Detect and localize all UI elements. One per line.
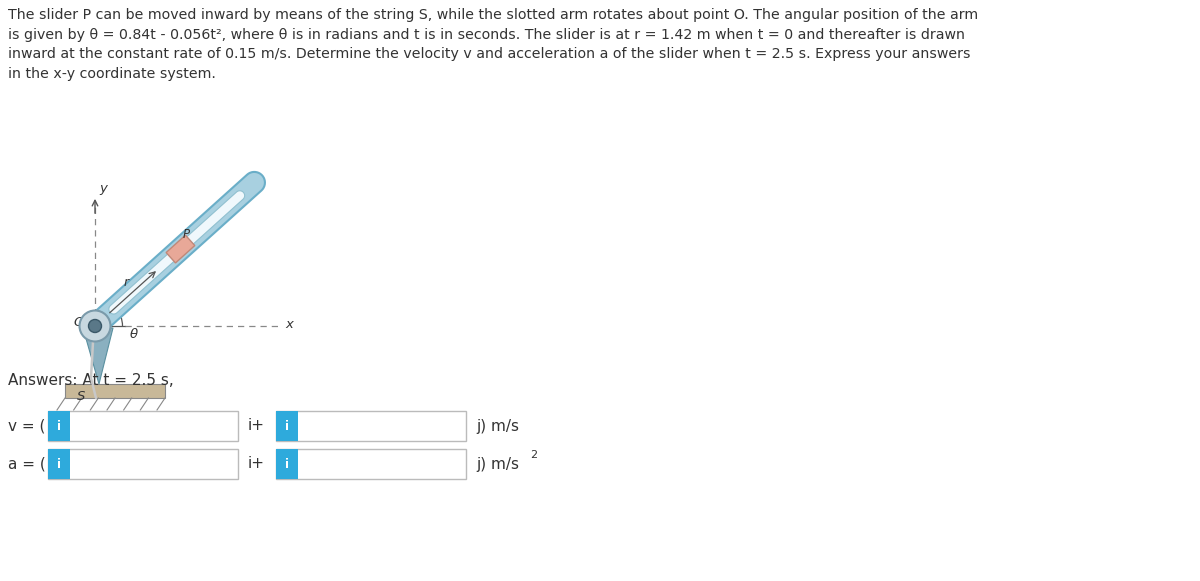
Bar (276, 411, 466, 441)
Text: i: i (284, 419, 289, 432)
Text: j) m/s: j) m/s (476, 418, 520, 433)
Polygon shape (83, 328, 113, 384)
Text: θ: θ (130, 328, 138, 341)
Text: i: i (56, 457, 61, 471)
Text: O: O (73, 316, 83, 329)
Polygon shape (89, 172, 265, 333)
Text: i+: i+ (248, 418, 265, 433)
Text: i+: i+ (248, 457, 265, 472)
Text: x: x (284, 318, 293, 332)
Polygon shape (109, 191, 245, 314)
Text: i: i (284, 457, 289, 471)
Text: r: r (124, 277, 130, 289)
Bar (276, 411, 298, 441)
Bar (65, 384, 166, 398)
Text: v = (: v = ( (8, 418, 46, 433)
Bar (48, 449, 238, 479)
Text: P: P (184, 228, 190, 241)
Circle shape (89, 320, 102, 332)
Bar (48, 411, 238, 441)
Circle shape (79, 310, 110, 342)
Text: a = (: a = ( (8, 457, 46, 472)
Bar (48, 411, 70, 441)
Bar (276, 449, 298, 479)
Text: i: i (56, 419, 61, 432)
Text: Answers: At t = 2.5 s,: Answers: At t = 2.5 s, (8, 373, 174, 388)
Bar (276, 449, 466, 479)
Text: The slider P can be moved inward by means of the string S, while the slotted arm: The slider P can be moved inward by mean… (8, 8, 978, 81)
Text: 2: 2 (530, 450, 538, 460)
Text: y: y (98, 182, 107, 195)
Polygon shape (166, 235, 194, 263)
Text: j) m/s: j) m/s (476, 457, 520, 472)
Text: S: S (77, 390, 85, 403)
Bar (48, 449, 70, 479)
